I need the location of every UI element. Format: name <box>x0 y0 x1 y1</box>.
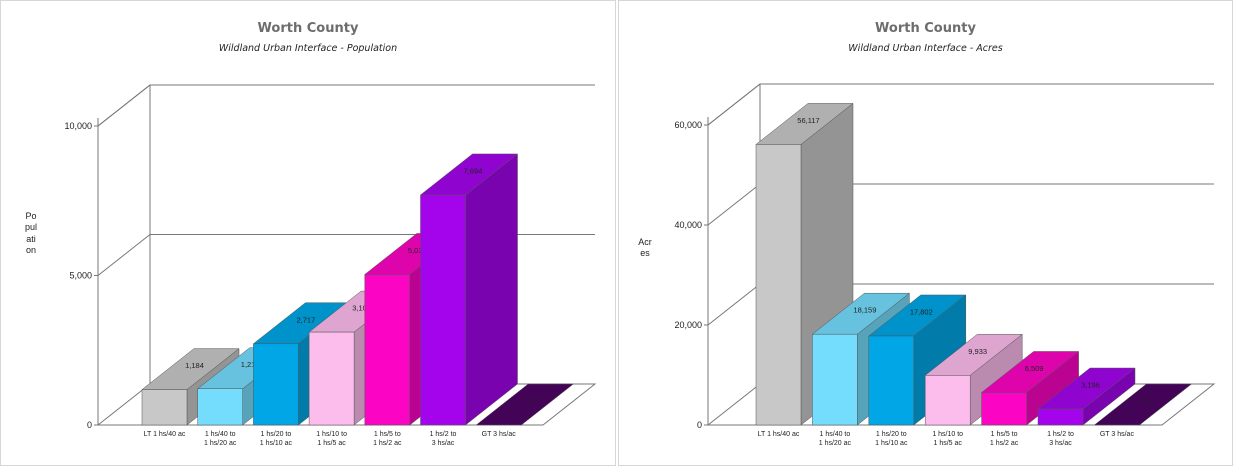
gridline-diagonal <box>97 234 151 276</box>
bar-top <box>1093 383 1193 426</box>
data-label: 7,694 <box>464 166 483 175</box>
y-axis-label: Acres <box>638 237 652 259</box>
category-label-line: 1 hs/5 to <box>991 431 1018 438</box>
category-label-line: 1 hs/20 ac <box>204 440 237 447</box>
category-label-line: 1 hs/20 to <box>261 431 292 438</box>
category-label-line: 1 hs/20 ac <box>819 440 852 447</box>
category-label-line: 1 hs/20 to <box>876 431 907 438</box>
y-tick-label: 60,000 <box>674 120 702 130</box>
chart-title: Worth County <box>257 21 359 36</box>
category-label: 1 hs/20 to 1 hs/10 ac <box>260 431 293 447</box>
data-label: 56,117 <box>797 116 819 125</box>
population-chart-panel: Worth County Wildland Urban Interface - … <box>0 0 616 466</box>
bar-side <box>465 153 518 426</box>
category-label: LT 1 hs/40 ac <box>144 431 186 438</box>
category-label: 1 hs/10 to 1 hs/5 ac <box>316 431 347 447</box>
bar-front <box>755 144 802 426</box>
bar-front <box>868 335 915 426</box>
bar-front <box>981 392 1027 426</box>
bar-front <box>253 343 299 426</box>
y-tick-label: 40,000 <box>674 220 702 230</box>
category-label: 1 hs/40 to 1 hs/20 ac <box>204 431 237 447</box>
bar-front <box>141 389 188 426</box>
y-tick-label: 5,000 <box>69 271 92 281</box>
category-label: 1 hs/10 to 1 hs/5 ac <box>932 431 963 447</box>
data-label: 5,035 <box>408 246 427 255</box>
category-label: LT 1 hs/40 ac <box>758 431 800 438</box>
gridline-diagonal <box>97 84 151 127</box>
bar <box>980 350 1080 426</box>
category-label: GT 3 hs/ac <box>1100 431 1135 438</box>
data-label: 1,184 <box>185 361 204 370</box>
bar-front <box>364 274 411 426</box>
bar <box>419 153 519 426</box>
bar <box>475 383 574 426</box>
bar-top <box>475 383 574 426</box>
chart-subtitle: Wildland Urban Interface - Acres <box>848 43 1003 54</box>
bar <box>1093 383 1193 426</box>
acres-chart-panel: Worth County Wildland Urban Interface - … <box>618 0 1233 466</box>
data-label: 1,213 <box>241 360 260 369</box>
category-label-line: 1 hs/10 ac <box>875 440 908 447</box>
gridline-diagonal <box>707 83 761 126</box>
category-label-line: 1 hs/40 to <box>820 431 851 438</box>
category-label-line: 1 hs/2 to <box>430 431 457 438</box>
category-label: 1 hs/5 to 1 hs/2 ac <box>373 431 402 447</box>
data-label: 17,802 <box>910 307 933 316</box>
category-label-line: 1 hs/5 ac <box>317 440 346 447</box>
data-label: 18,159 <box>853 306 876 315</box>
category-label: 1 hs/20 to 1 hs/10 ac <box>875 431 908 447</box>
category-label: 1 hs/40 to 1 hs/20 ac <box>819 431 852 447</box>
category-label-line: 1 hs/10 to <box>316 431 347 438</box>
data-label: 0 <box>527 397 531 406</box>
category-label: 1 hs/5 to 1 hs/2 ac <box>990 431 1019 447</box>
category-label-line: 1 hs/2 to <box>1047 431 1074 438</box>
category-label-line: 1 hs/10 to <box>932 431 963 438</box>
y-tick-label: 10,000 <box>64 121 92 131</box>
population-bar-chart: 0 5,000 10,000 1,184 LT 1 hs/40 ac 1,213 1 hs/… <box>64 84 597 447</box>
acres-bar-chart: 0 20,000 40,000 60,000 56,117 LT 1 hs/40 ac 18… <box>674 83 1216 447</box>
bar-front <box>1037 408 1084 426</box>
y-tick-label: 20,000 <box>674 320 702 330</box>
category-label: 1 hs/2 to 3 hs/ac <box>430 431 457 447</box>
y-tick-label: 0 <box>87 420 92 430</box>
bar-front <box>924 375 971 426</box>
category-label: GT 3 hs/ac <box>482 431 517 438</box>
category-label-line: 1 hs/2 ac <box>373 440 402 447</box>
category-label-line: 3 hs/ac <box>432 440 455 447</box>
category-label-line: 3 hs/ac <box>1049 440 1072 447</box>
chart-subtitle: Wildland Urban Interface - Population <box>218 43 398 54</box>
bar <box>1037 367 1136 426</box>
data-label: 6,509 <box>1025 364 1044 373</box>
data-label: 9,933 <box>968 347 987 356</box>
y-axis-label: Population <box>24 211 37 256</box>
bar-front <box>197 388 243 426</box>
chart-title: Worth County <box>875 21 976 36</box>
category-label-line: 1 hs/5 to <box>374 431 401 438</box>
category-label-line: 1 hs/10 ac <box>260 440 293 447</box>
data-label: 3,196 <box>1081 381 1100 390</box>
y-tick-label: 0 <box>697 420 702 430</box>
data-label: 0 <box>1145 397 1149 406</box>
data-label: 3,107 <box>352 304 371 313</box>
bar-front <box>308 331 355 426</box>
category-label-line: 1 hs/40 to <box>205 431 236 438</box>
bar-front <box>812 333 858 426</box>
category-label-line: 1 hs/5 ac <box>933 440 962 447</box>
data-label: 2,717 <box>297 315 316 324</box>
category-label: 1 hs/2 to 3 hs/ac <box>1047 431 1074 447</box>
gridline-diagonal <box>707 283 761 326</box>
category-label-line: 1 hs/2 ac <box>990 440 1019 447</box>
gridline-diagonal <box>707 183 761 226</box>
bar-front <box>420 194 466 426</box>
